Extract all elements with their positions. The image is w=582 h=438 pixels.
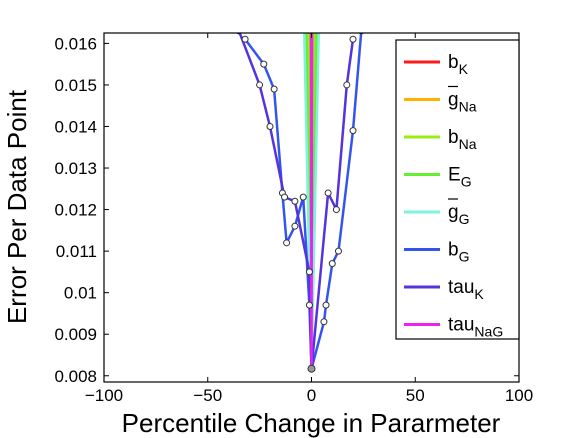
y-tick-label: 0.014 (54, 117, 97, 136)
data-point (349, 127, 357, 135)
legend-name: E (448, 165, 461, 186)
y-tick-label: 0.016 (54, 34, 97, 53)
series-layer (236, 33, 365, 373)
data-point (305, 301, 313, 309)
legend-subscript: NaG (474, 324, 503, 340)
legend-label: gG (448, 202, 469, 227)
legend-label: tauNaG (448, 315, 503, 340)
y-tick-label: 0.011 (56, 242, 97, 261)
y-tick-label: 0.008 (54, 367, 97, 386)
y-tick-label: 0.015 (54, 76, 97, 95)
x-tick-label: 0 (307, 386, 316, 405)
y-tick-label: 0.009 (54, 325, 97, 344)
data-point (320, 318, 328, 326)
x-tick-label: −100 (85, 386, 123, 405)
legend-subscript: Na (459, 136, 477, 152)
legend-name: b (448, 240, 459, 261)
legend-subscript: Na (459, 99, 477, 115)
legend-label: bK (448, 52, 469, 77)
y-axis-title: Error Per Data Point (2, 89, 32, 324)
x-tick-label: 100 (505, 386, 533, 405)
data-point (343, 81, 351, 89)
legend-name: g (448, 202, 459, 223)
data-point (270, 85, 278, 93)
data-point (283, 239, 291, 247)
legend-name: tau (448, 277, 474, 298)
y-tick-label: 0.013 (54, 159, 97, 178)
legend-label: bNa (448, 127, 477, 152)
data-point (291, 197, 299, 205)
legend-box (395, 39, 520, 340)
legend-subscript: G (459, 249, 470, 265)
legend-name: tau (448, 315, 474, 336)
legend-name: b (448, 52, 459, 73)
data-point (291, 222, 299, 230)
x-tick-label: 50 (406, 386, 425, 405)
data-point (256, 81, 264, 89)
y-tick-label: 0.012 (54, 201, 97, 220)
x-axis-title: Percentile Change in Pararmeter (122, 408, 501, 438)
data-point (281, 193, 289, 201)
legend-subscript: K (459, 61, 469, 77)
data-point (266, 122, 274, 130)
x-tick-label: −50 (193, 386, 222, 405)
y-tick-label: 0.01 (64, 284, 97, 303)
legend-subscript: K (474, 286, 484, 302)
data-point (241, 35, 249, 43)
data-point (324, 189, 332, 197)
ticks-layer: −100 −50 0 50 100 0.008 0.009 0.01 0.011 0.012 0.0… (54, 33, 533, 405)
minimum-point (307, 364, 316, 373)
legend-label: tauK (448, 277, 484, 302)
data-point (332, 206, 340, 214)
legend-label: EG (448, 165, 472, 190)
data-point (328, 260, 336, 268)
legend-name: g (448, 90, 459, 111)
legend-name: b (448, 127, 459, 148)
legend-subscript: G (459, 211, 470, 227)
series-line-7 (309, 33, 314, 370)
data-point (322, 301, 330, 309)
data-point (334, 247, 342, 255)
data-point (305, 268, 313, 276)
data-point (349, 35, 357, 43)
legend-label: bG (448, 240, 469, 265)
legend-subscript: G (461, 174, 472, 190)
data-point (299, 193, 307, 201)
data-point (260, 60, 268, 68)
legend-label: gNa (448, 90, 477, 115)
